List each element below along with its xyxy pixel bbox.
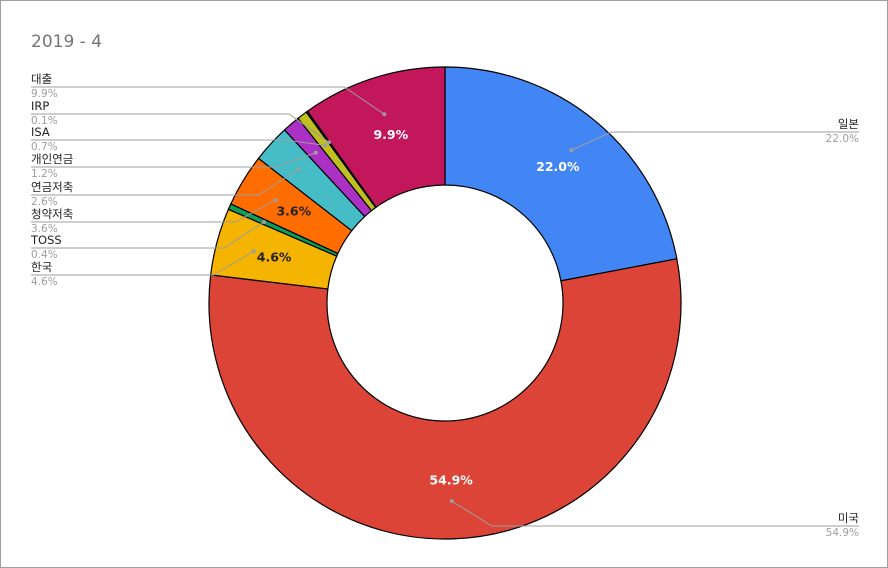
inside-labels: 22.0% 54.9% 4.6% 3.6% 9.9% (257, 127, 580, 487)
slice-name-label: 미국 (838, 511, 859, 525)
slice-value-label: 4.6% (257, 249, 292, 264)
leader-dot (251, 249, 256, 254)
slice-percent-label: 0.1% (31, 115, 58, 127)
leader-dot (449, 499, 454, 504)
leader-line (31, 199, 276, 223)
slice-percent-label: 3.6% (31, 223, 58, 235)
leader-line (31, 221, 265, 249)
slice-name-label: 청약저축 (31, 207, 73, 221)
slice-value-label: 22.0% (536, 159, 580, 174)
slice-name-label: 대출 (31, 72, 52, 86)
slice-slice-10[interactable] (306, 66, 446, 208)
leader-line (31, 139, 326, 146)
leader-line (31, 113, 330, 143)
slice-value-label: 3.6% (276, 203, 311, 218)
slice-value-label: 54.9% (429, 472, 473, 487)
slice-name-label: ISA (31, 125, 50, 139)
slice-name-label: 개인연금 (31, 152, 73, 166)
leader-line (31, 250, 254, 276)
slice-percent-label: 4.6% (31, 276, 58, 288)
leader-dot (326, 140, 331, 145)
leader-line (31, 86, 385, 115)
slice-percent-label: 9.9% (31, 88, 58, 100)
leader-dot (313, 150, 318, 155)
slice-percent-label: 0.7% (31, 141, 58, 153)
leader-dot (569, 148, 574, 153)
leader-lines (31, 86, 859, 527)
slice-percent-label: 22.0% (826, 133, 859, 145)
slice-slice-2[interactable] (208, 258, 682, 540)
slice-percent-label: 1.2% (31, 168, 58, 180)
leader-dot (262, 219, 267, 224)
slice-name-label: TOSS (30, 233, 62, 247)
slice-percent-label: 54.9% (826, 527, 859, 539)
leader-dot (296, 167, 301, 172)
slice-name-label: 연금저축 (31, 180, 73, 194)
leader-dot (382, 112, 387, 117)
slice-percent-label: 0.4% (31, 249, 58, 261)
leader-dot (322, 143, 327, 148)
slices (208, 66, 682, 540)
leader-line (451, 500, 859, 527)
slice-percent-label: 2.6% (31, 196, 58, 208)
slice-name-label: 일본 (838, 117, 859, 131)
leader-dot (273, 197, 278, 202)
slice-name-label: IRP (31, 99, 49, 113)
outside-labels: 일본22.0%미국54.9%대출9.9%IRP0.1%ISA0.7%개인연금1.… (30, 72, 859, 539)
leader-line (571, 131, 859, 151)
slice-value-label: 9.9% (373, 127, 408, 142)
leader-line (31, 168, 300, 196)
leader-line (31, 152, 316, 168)
slice-name-label: 한국 (31, 260, 52, 274)
slice-slice-1[interactable] (444, 66, 678, 282)
chart-title: 2019 - 4 (31, 32, 102, 52)
